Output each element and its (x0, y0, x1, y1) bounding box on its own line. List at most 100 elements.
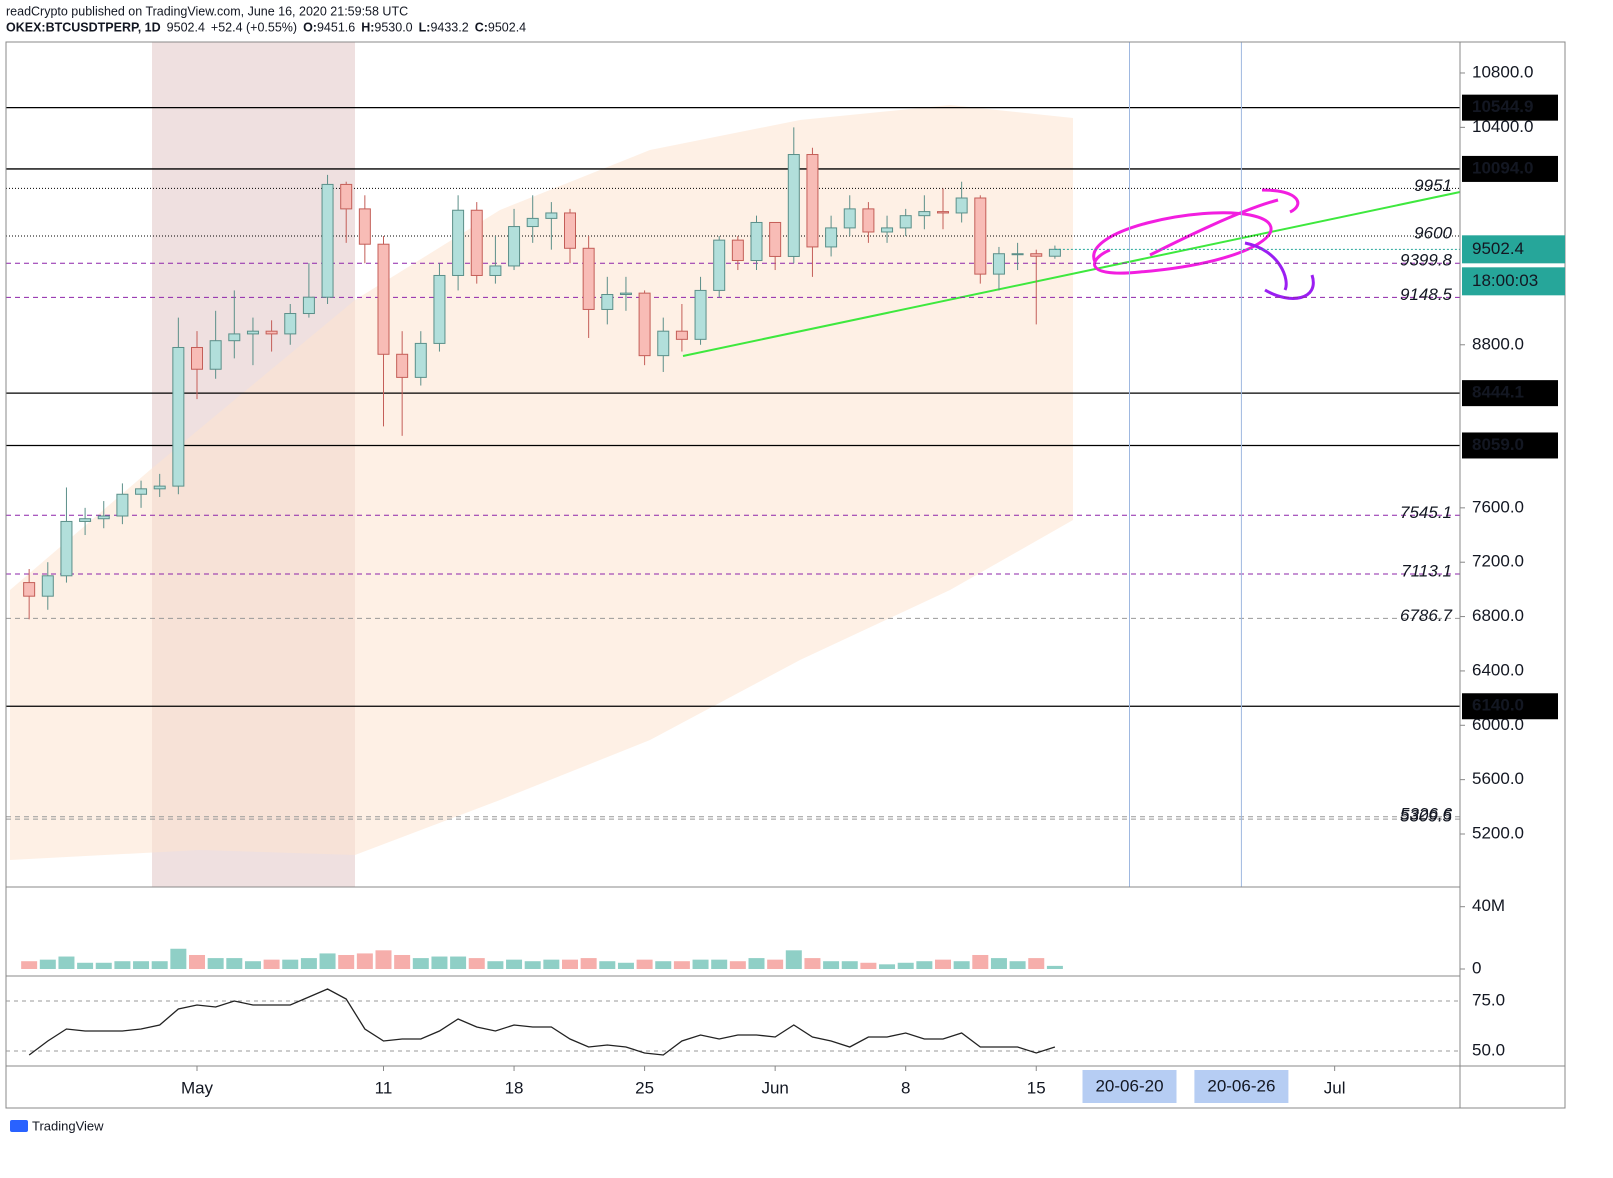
y-tick-label: 8800.0 (1472, 334, 1524, 353)
volume-bar (823, 961, 840, 969)
volume-bar (990, 958, 1007, 969)
y-tick-label: 6800.0 (1472, 606, 1524, 625)
trend-line (682, 191, 1461, 357)
volume-bar (617, 962, 634, 969)
candle-body (694, 289, 707, 340)
header-text: 9451.6 (317, 20, 355, 34)
volume-bar (1028, 958, 1045, 969)
last-price-label: 9502.4 (1472, 239, 1524, 258)
volume-bar (897, 962, 914, 969)
candle-body (619, 292, 632, 295)
candle-body (955, 197, 968, 214)
volume-bar (394, 954, 411, 969)
candle-body (564, 212, 576, 249)
volume-bar (841, 961, 858, 969)
volume-bar (450, 956, 467, 969)
y-tick-label: 5200.0 (1472, 823, 1524, 842)
level-label: 6140.0 (1472, 696, 1524, 715)
candle-body (470, 209, 483, 276)
y-tick-label: 10800.0 (1472, 62, 1533, 81)
candle-body (153, 485, 166, 490)
candle-body (1048, 248, 1061, 257)
date-marker-label: 20-06-26 (1207, 1076, 1275, 1095)
x-tick-label: 18 (505, 1078, 524, 1097)
volume-bar (524, 961, 541, 969)
candle-body (843, 208, 856, 229)
header-text: OKEX:BTCUSDTPERP, 1D (6, 20, 161, 34)
y-tick-label: 7200.0 (1472, 552, 1524, 571)
volume-bar (189, 954, 205, 969)
volume-bar (506, 959, 523, 969)
volume-bar (375, 950, 392, 969)
volume-bar (543, 959, 560, 969)
volume-bar (58, 956, 75, 969)
frame (5, 41, 1566, 1109)
x-tick-label: 8 (901, 1078, 910, 1097)
level-tag (1462, 94, 1558, 121)
header-text: 9433.2 (430, 20, 468, 34)
candle-body (1011, 253, 1024, 256)
level-label: 5309.5 (1400, 807, 1453, 826)
candle-body (601, 293, 614, 310)
volume-bar (487, 961, 504, 969)
candle-body (135, 488, 148, 495)
candle-body (433, 274, 446, 344)
candle-body (937, 211, 949, 214)
volume-bar (21, 961, 38, 969)
volume-bar (412, 958, 429, 969)
candle-body (209, 340, 222, 370)
level-label: 7113.1 (1401, 562, 1452, 581)
volume-bar (804, 958, 821, 969)
header-text: H: (361, 20, 374, 34)
volume-bar (170, 948, 187, 969)
y-tick-label: 7600.0 (1472, 497, 1524, 516)
volume-bar (692, 959, 709, 969)
volume-bar (319, 953, 336, 969)
y-tick-label: 5600.0 (1472, 769, 1524, 788)
volume-bar (655, 961, 672, 969)
candle-body (489, 265, 502, 276)
volume-bar (226, 958, 243, 969)
volume-bar (300, 958, 317, 969)
candle-body (992, 253, 1005, 275)
volume-bar (244, 961, 261, 969)
level-label: 9148.5 (1400, 285, 1453, 304)
volume-bar (39, 959, 56, 969)
candle-body (731, 239, 744, 262)
level-tag (1462, 155, 1558, 182)
channel-cloud (10, 105, 1073, 860)
candle-body (675, 330, 688, 340)
candle-body (265, 330, 278, 335)
candle-body (769, 221, 782, 257)
candle-body (284, 313, 297, 335)
volume-bar (636, 959, 653, 969)
volume-bar (133, 961, 150, 969)
drawing (1149, 188, 1300, 257)
candle-body (340, 183, 353, 210)
candle-body (172, 346, 185, 487)
candle-body (97, 515, 110, 520)
volume-bar (1046, 965, 1063, 969)
candle-body (321, 183, 334, 298)
volume-bar (673, 961, 690, 969)
volume-bar (748, 958, 765, 969)
candle-body (638, 292, 651, 357)
candle-body (452, 209, 465, 276)
header-text: +52.4 (+0.55%) (211, 20, 297, 34)
volume-bar (468, 958, 485, 969)
level-tag (1462, 380, 1558, 407)
volume-bar (114, 961, 131, 969)
level-label: 8444.1 (1472, 383, 1524, 402)
candle-body (657, 330, 670, 357)
level-label: 9951 (1414, 176, 1452, 195)
y-tick-label: 6000.0 (1472, 715, 1524, 734)
candle-body (60, 520, 73, 577)
header-text: C: (475, 20, 488, 34)
candle-body (545, 212, 558, 219)
candle-body (41, 575, 54, 597)
price-tag (1462, 235, 1565, 264)
volume-bar (953, 961, 970, 969)
x-tick-label: May (181, 1078, 214, 1097)
candle-body (750, 221, 763, 262)
